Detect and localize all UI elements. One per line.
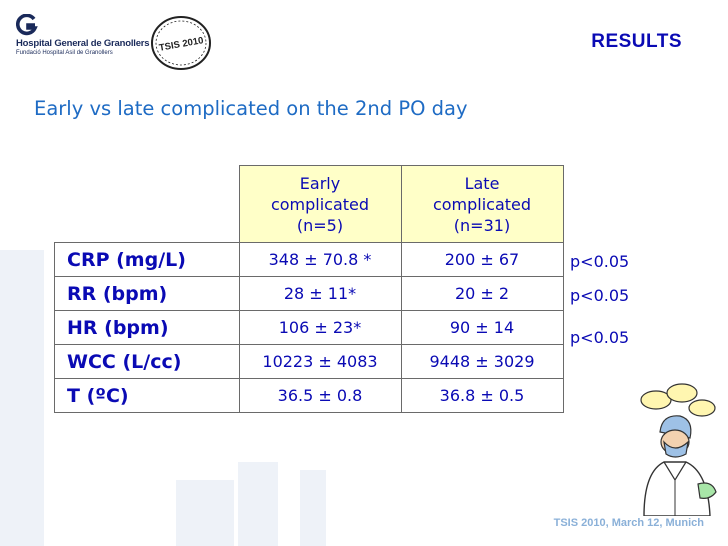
- row-label: HR (bpm): [54, 310, 240, 345]
- column-header-line: Late: [464, 173, 500, 193]
- logo-subtitle: Fundació Hospital Asil de Granollers: [16, 50, 113, 56]
- table-corner: [55, 166, 240, 243]
- footer-text: TSIS 2010, March 12, Munich: [553, 517, 704, 529]
- p-value: p<0.05: [570, 252, 630, 271]
- row-label: WCC (L/cc): [54, 344, 240, 379]
- early-value: 348 ± 70.8 *: [238, 242, 402, 277]
- row-label: T (ºC): [54, 378, 240, 413]
- hospital-logo-icon: [16, 14, 38, 36]
- column-header-late: Late complicated (n=31): [400, 165, 564, 243]
- svg-text:TSIS 2010: TSIS 2010: [158, 35, 204, 54]
- table-header-row: Early complicated (n=5) Late complicated…: [55, 165, 564, 243]
- row-label: CRP (mg/L): [54, 242, 240, 277]
- early-value: 28 ± 11*: [238, 276, 402, 311]
- p-value: p<0.05: [570, 286, 630, 305]
- column-header-early: Early complicated (n=5): [238, 165, 402, 243]
- table-row: RR (bpm) 28 ± 11* 20 ± 2: [54, 276, 564, 311]
- early-value: 106 ± 23*: [238, 310, 402, 345]
- column-header-line: Early: [299, 173, 341, 193]
- table-row: HR (bpm) 106 ± 23* 90 ± 14: [54, 310, 564, 345]
- late-value: 200 ± 67: [400, 242, 564, 277]
- late-value: 90 ± 14: [400, 310, 564, 345]
- slide-subtitle: Early vs late complicated on the 2nd PO …: [34, 97, 468, 120]
- late-value: 36.8 ± 0.5: [400, 378, 564, 413]
- logo-name: Hospital General de Granollers: [16, 38, 150, 49]
- late-value: 9448 ± 3029: [400, 344, 564, 379]
- surgeon-clipart-icon: [640, 383, 717, 516]
- column-header-line: (n=31): [453, 215, 511, 235]
- early-value: 10223 ± 4083: [238, 344, 402, 379]
- results-table: Early complicated (n=5) Late complicated…: [54, 165, 564, 413]
- column-header-line: complicated: [270, 194, 370, 214]
- column-header-line: (n=5): [296, 215, 344, 235]
- p-value: p<0.05: [570, 328, 630, 347]
- table-row: WCC (L/cc) 10223 ± 4083 9448 ± 3029: [54, 344, 564, 379]
- column-header-line: complicated: [432, 194, 532, 214]
- late-value: 20 ± 2: [400, 276, 564, 311]
- section-label: RESULTS: [591, 31, 682, 52]
- tsis-seal-icon: TSIS 2010: [151, 16, 211, 70]
- hospital-logo: Hospital General de Granollers Fundació …: [16, 14, 150, 56]
- table-row: T (ºC) 36.5 ± 0.8 36.8 ± 0.5: [54, 378, 564, 413]
- table-row: CRP (mg/L) 348 ± 70.8 * 200 ± 67: [54, 242, 564, 277]
- early-value: 36.5 ± 0.8: [238, 378, 402, 413]
- row-label: RR (bpm): [54, 276, 240, 311]
